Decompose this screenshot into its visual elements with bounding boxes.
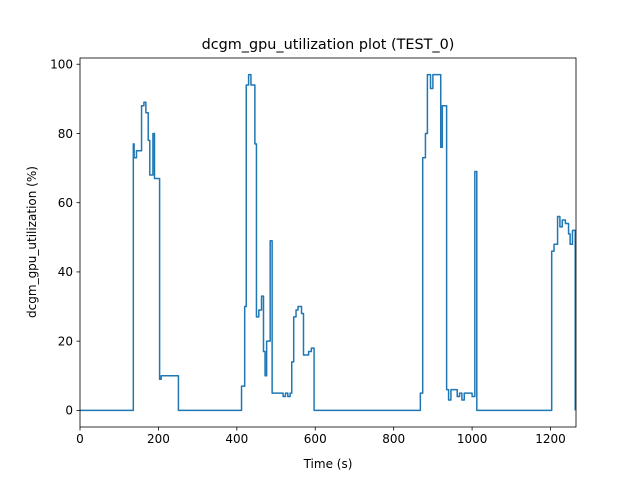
x-tick-label: 1000 <box>457 432 488 446</box>
y-tick-label: 20 <box>58 334 73 348</box>
x-tick-label: 200 <box>147 432 170 446</box>
chart-title: dcgm_gpu_utilization plot (TEST_0) <box>202 37 455 53</box>
x-axis: 0 200 400 600 800 1000 1200 <box>76 427 566 446</box>
y-tick-label: 100 <box>50 58 73 72</box>
series-line-0 <box>80 73 576 412</box>
y-tick-label: 0 <box>65 404 73 418</box>
y-axis: 0 20 40 60 80 100 <box>50 58 80 418</box>
y-axis-label: dcgm_gpu_utilization (%) <box>25 166 39 318</box>
x-tick-label: 0 <box>76 432 84 446</box>
x-tick-label: 600 <box>304 432 327 446</box>
x-axis-label: Time (s) <box>303 457 353 471</box>
x-tick-label: 1200 <box>535 432 566 446</box>
y-tick-label: 80 <box>58 127 73 141</box>
plot-area <box>79 57 577 428</box>
x-tick-label: 800 <box>382 432 405 446</box>
x-tick-label: 400 <box>225 432 248 446</box>
y-tick-label: 40 <box>58 265 73 279</box>
y-tick-label: 60 <box>58 196 73 210</box>
plot-frame <box>79 57 577 428</box>
